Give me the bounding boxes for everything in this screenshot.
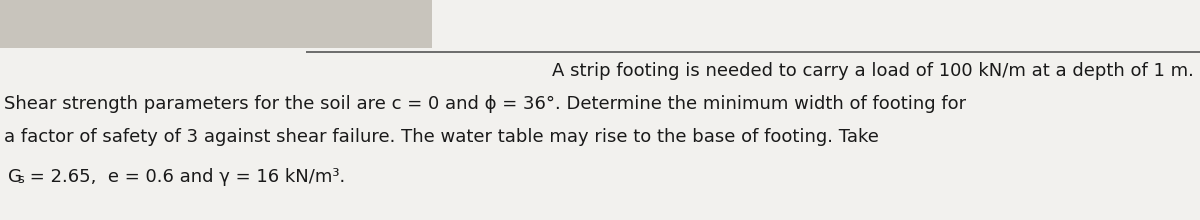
Bar bbox=[0, 0, 432, 48]
Text: a factor of safety of 3 against shear failure. The water table may rise to the b: a factor of safety of 3 against shear fa… bbox=[4, 128, 878, 146]
Text: Shear strength parameters for the soil are c = 0 and ϕ = 36°. Determine the mini: Shear strength parameters for the soil a… bbox=[4, 95, 966, 113]
Text: G: G bbox=[8, 168, 22, 186]
Text: s: s bbox=[18, 173, 24, 186]
Text: = 2.65,  e = 0.6 and γ = 16 kN/m³.: = 2.65, e = 0.6 and γ = 16 kN/m³. bbox=[24, 168, 346, 186]
Text: A strip footing is needed to carry a load of 100 kN/m at a depth of 1 m.: A strip footing is needed to carry a loa… bbox=[552, 62, 1194, 80]
